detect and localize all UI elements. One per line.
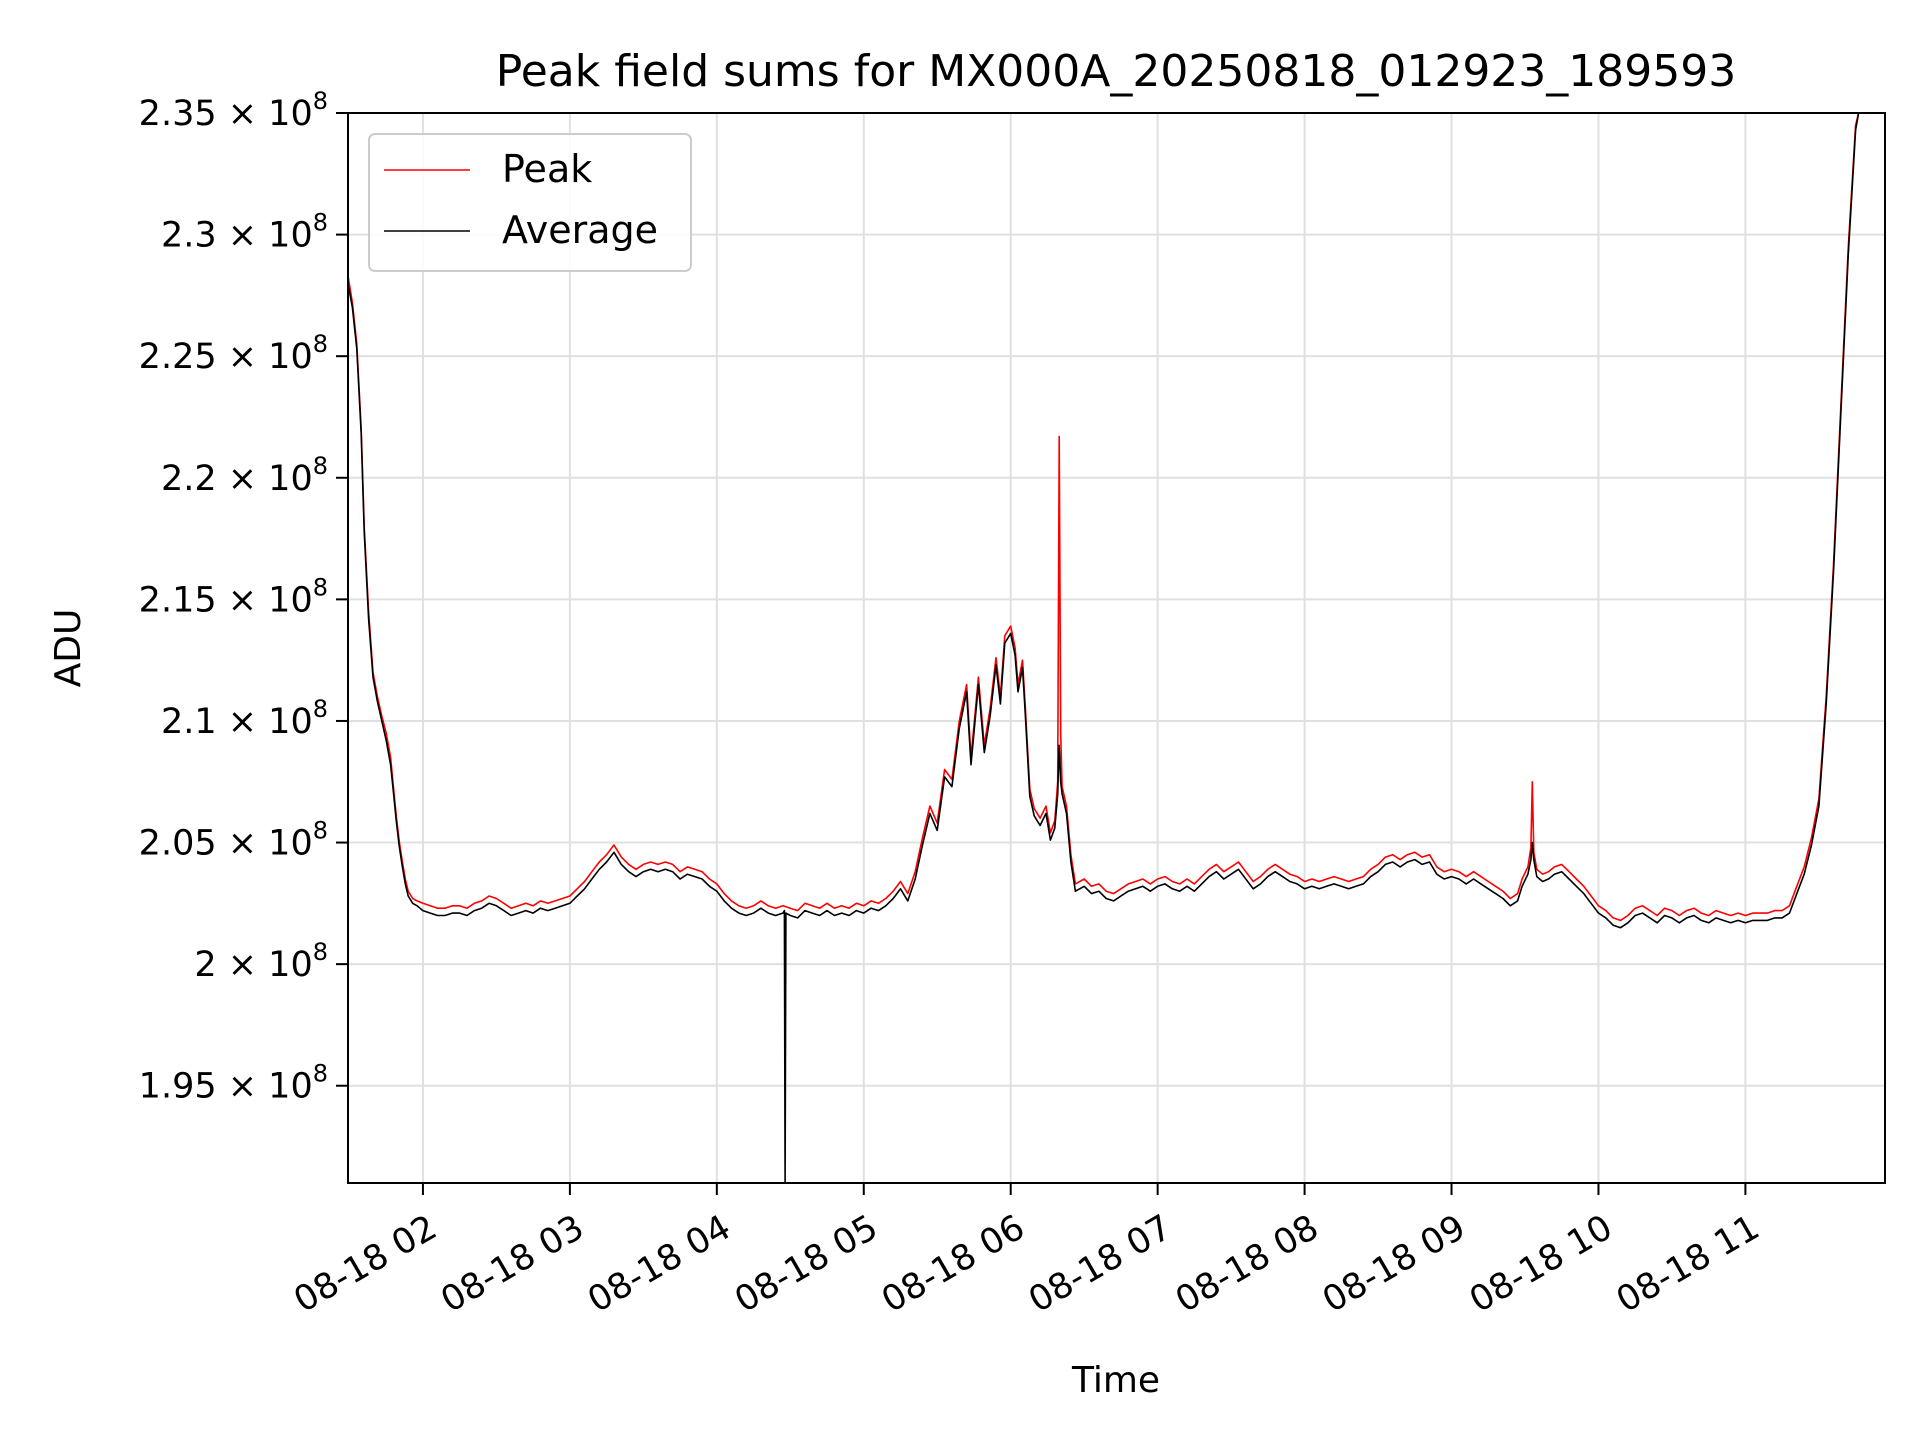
legend: Peak Average: [368, 133, 692, 272]
y-tick-label: 2.2 × 108: [161, 452, 328, 499]
y-tick-label: 2.3 × 108: [161, 209, 328, 256]
y-tick-label: 2.35 × 108: [139, 87, 328, 134]
y-tick-label: 2.25 × 108: [139, 330, 328, 377]
y-tick-label: 1.95 × 108: [139, 1060, 328, 1107]
legend-box: [368, 133, 692, 272]
y-tick-label: 2 × 108: [194, 938, 328, 985]
chart-title: Peak field sums for MX000A_20250818_0129…: [496, 46, 1737, 97]
series-line-peak: [347, 112, 1860, 922]
legend-label-average: Average: [502, 208, 658, 252]
y-tick-label: 2.1 × 108: [161, 695, 328, 742]
y-axis: 1.95 × 108 2 × 108 2.05 × 108 2.1 × 108 2.15…: [139, 87, 348, 1107]
y-axis-label: ADU: [48, 609, 89, 688]
plot-frame: [347, 112, 1886, 1184]
series-line-average: [347, 112, 1860, 1184]
legend-label-peak: Peak: [502, 147, 592, 191]
x-axis-label: Time: [1071, 1360, 1160, 1401]
y-tick-label: 2.15 × 108: [139, 573, 328, 620]
series-group: [347, 112, 1860, 1184]
y-tick-label: 2.05 × 108: [139, 817, 328, 864]
